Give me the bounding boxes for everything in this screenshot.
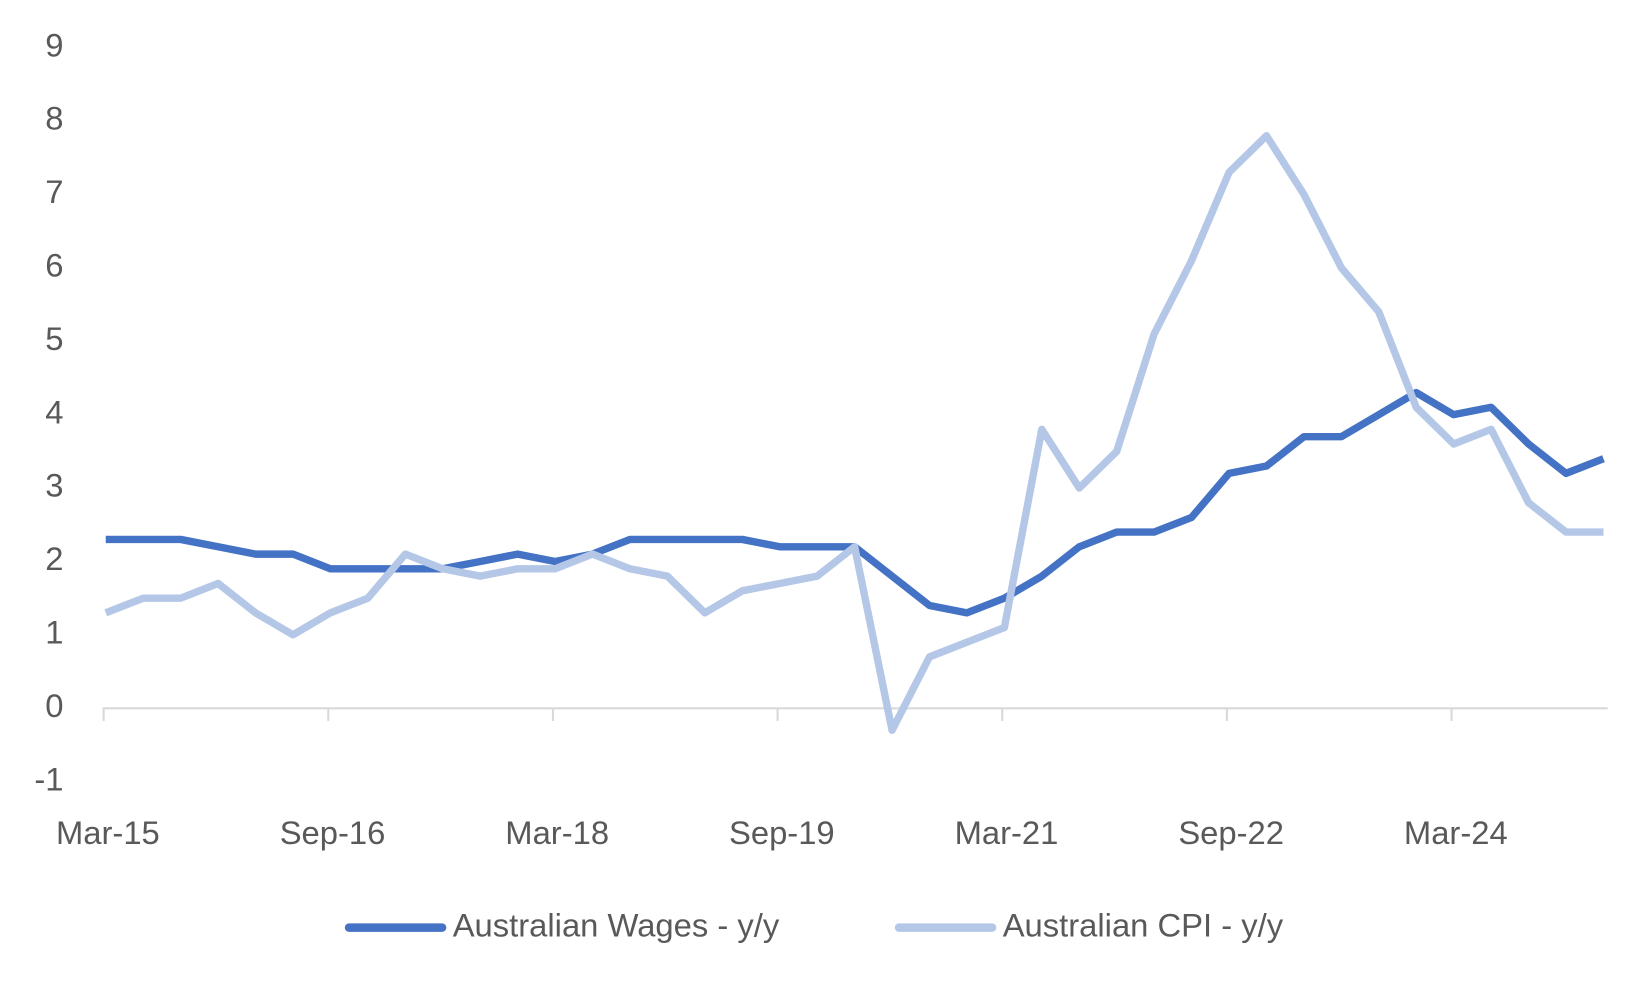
series-line [104,132,1604,734]
x-tick-label: Mar-24 [1404,814,1508,851]
y-tick-label: 8 [45,100,63,137]
y-tick-label: 2 [45,540,63,577]
y-tick-label: 9 [45,26,63,63]
x-tick-label: Sep-22 [1178,814,1284,851]
legend-label: Australian Wages - y/y [453,906,780,943]
y-tick-label: -1 [34,760,63,797]
y-tick-label: 6 [45,246,63,283]
y-tick-label: 1 [45,614,63,651]
y-tick-label: 0 [45,687,63,724]
legend-label: Australian CPI - y/y [1003,906,1284,943]
y-tick-label: 5 [45,320,63,357]
y-tick-label: 7 [45,173,63,210]
x-tick-label: Mar-21 [955,814,1059,851]
x-tick-label: Mar-15 [56,814,160,851]
y-tick-label: 3 [45,467,63,504]
y-tick-label: 4 [45,393,63,430]
x-tick-label: Mar-18 [505,814,609,851]
x-tick-label: Sep-16 [280,814,386,851]
x-tick-label: Sep-19 [729,814,835,851]
series-line [105,388,1605,617]
